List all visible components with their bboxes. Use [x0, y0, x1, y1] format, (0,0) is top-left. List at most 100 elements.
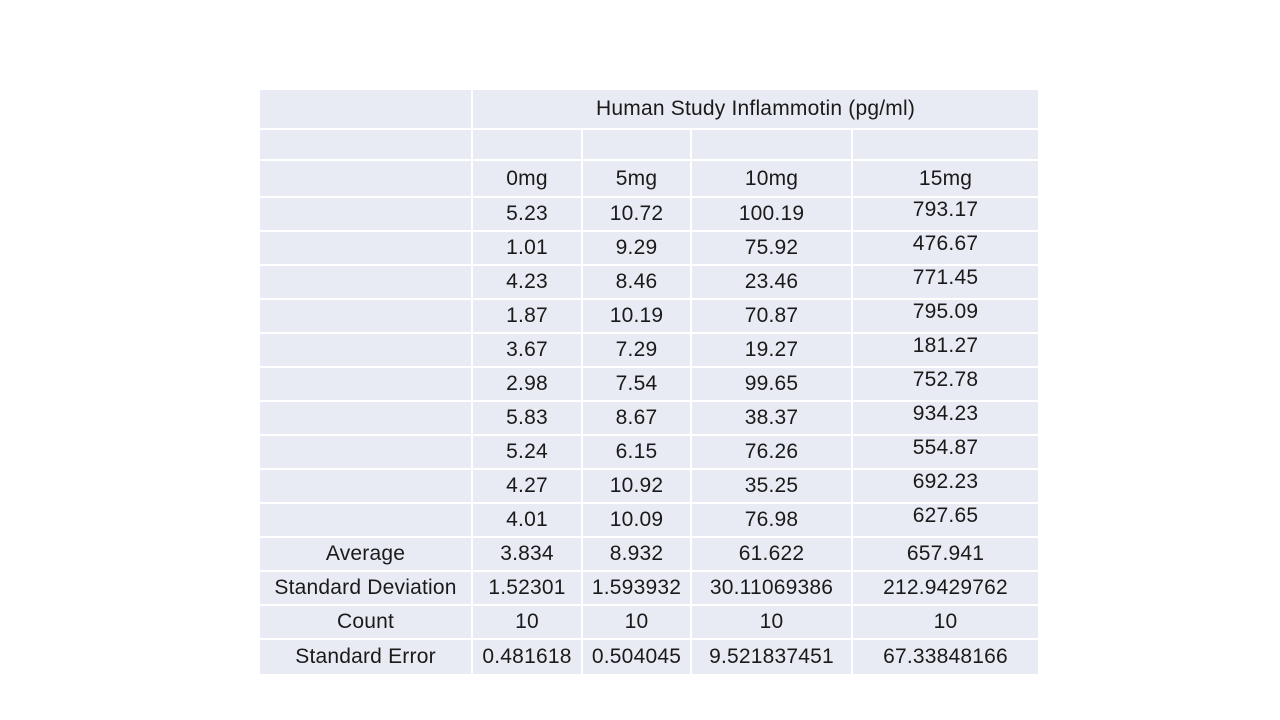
stat-value-cell: 10 — [473, 606, 583, 640]
stat-value: 1.52301 — [488, 576, 566, 599]
data-cell: 76.26 — [692, 436, 853, 470]
data-value: 75.92 — [744, 236, 799, 259]
data-cell: 5.24 — [473, 436, 583, 470]
data-value: 793.17 — [912, 198, 979, 221]
data-value: 476.67 — [912, 232, 979, 255]
data-row: 4.01 10.09 76.98 627.65 — [260, 504, 1039, 538]
data-cell: 10.19 — [583, 300, 692, 334]
stat-value-cell: 67.33848166 — [853, 640, 1039, 674]
empty-row-label-cell — [260, 436, 473, 470]
data-value: 5.83 — [506, 406, 548, 429]
data-cell: 8.46 — [583, 266, 692, 300]
data-value: 8.46 — [615, 270, 658, 293]
stat-value-cell: 10 — [583, 606, 692, 640]
data-cell: 4.23 — [473, 266, 583, 300]
data-cell: 8.67 — [583, 402, 692, 436]
stat-label: Count — [260, 606, 473, 640]
data-value: 692.23 — [912, 470, 979, 493]
column-header-15mg: 15mg — [853, 161, 1039, 198]
data-row: 3.67 7.29 19.27 181.27 — [260, 334, 1039, 368]
data-cell: 1.87 — [473, 300, 583, 334]
empty-row-label-cell — [260, 402, 473, 436]
data-cell: 5.23 — [473, 198, 583, 232]
data-value: 4.27 — [506, 474, 548, 497]
stat-label: Standard Error — [260, 640, 473, 674]
data-cell: 7.54 — [583, 368, 692, 402]
data-value: 6.15 — [615, 440, 658, 463]
stat-value: 10 — [515, 610, 539, 633]
data-value: 23.46 — [744, 270, 799, 293]
data-row: 2.98 7.54 99.65 752.78 — [260, 368, 1039, 402]
column-header-5mg: 5mg — [583, 161, 692, 198]
data-value: 9.29 — [615, 236, 658, 259]
data-cell: 5.83 — [473, 402, 583, 436]
data-value: 4.01 — [506, 508, 548, 531]
table-title-row: Human Study Inflammotin (pg/ml) — [260, 90, 1039, 130]
data-value: 8.67 — [615, 406, 658, 429]
data-cell: 4.01 — [473, 504, 583, 538]
stat-value: 1.593932 — [591, 576, 682, 599]
stat-value-cell: 1.593932 — [583, 572, 692, 606]
stat-value: 10 — [624, 610, 649, 633]
stat-value-cell: 8.932 — [583, 538, 692, 572]
stat-value-cell: 10 — [853, 606, 1039, 640]
stat-value: 67.33848166 — [883, 645, 1008, 668]
data-cell: 10.72 — [583, 198, 692, 232]
stat-row: Standard Error 0.481618 0.504045 9.52183745… — [260, 640, 1039, 674]
data-cell: 554.87 — [853, 436, 1039, 470]
data-cell: 934.23 — [853, 402, 1039, 436]
data-row: 1.87 10.19 70.87 795.09 — [260, 300, 1039, 334]
data-cell: 181.27 — [853, 334, 1039, 368]
data-cell: 38.37 — [692, 402, 853, 436]
stat-value-cell: 3.834 — [473, 538, 583, 572]
spacer-row — [260, 130, 1039, 161]
stat-value-cell: 0.504045 — [583, 640, 692, 674]
inflammotin-table: Human Study Inflammotin (pg/ml) 0mg 5mg … — [260, 90, 1039, 674]
empty-cell — [583, 130, 692, 161]
data-cell: 2.98 — [473, 368, 583, 402]
empty-row-label-cell — [260, 504, 473, 538]
data-cell: 7.29 — [583, 334, 692, 368]
stat-value: 10 — [933, 610, 958, 633]
data-cell: 100.19 — [692, 198, 853, 232]
data-cell: 19.27 — [692, 334, 853, 368]
data-value: 7.29 — [615, 338, 658, 361]
data-cell: 771.45 — [853, 266, 1039, 300]
data-value: 76.98 — [744, 508, 799, 531]
stat-value-cell: 1.52301 — [473, 572, 583, 606]
stat-row: Standard Deviation 1.52301 1.593932 30.1106… — [260, 572, 1039, 606]
data-cell: 692.23 — [853, 470, 1039, 504]
data-row: 4.23 8.46 23.46 771.45 — [260, 266, 1039, 300]
data-value: 10.09 — [609, 508, 664, 531]
data-value: 38.37 — [744, 406, 799, 429]
column-header-row: 0mg 5mg 10mg 15mg — [260, 161, 1039, 198]
data-cell: 4.27 — [473, 470, 583, 504]
data-value: 4.23 — [506, 270, 548, 293]
column-header-0mg: 0mg — [473, 161, 583, 198]
data-value: 554.87 — [912, 436, 979, 459]
data-cell: 76.98 — [692, 504, 853, 538]
stat-value: 0.481618 — [482, 645, 572, 668]
stat-label: Average — [260, 538, 473, 572]
stat-value-cell: 0.481618 — [473, 640, 583, 674]
data-value: 181.27 — [912, 334, 979, 357]
empty-cell — [692, 130, 853, 161]
stat-value: 30.11069386 — [709, 576, 834, 599]
empty-row-label-cell — [260, 368, 473, 402]
stat-value-cell: 30.11069386 — [692, 572, 853, 606]
stat-value-cell: 10 — [692, 606, 853, 640]
data-value: 99.65 — [744, 372, 799, 395]
stat-value: 0.504045 — [591, 645, 682, 668]
data-cell: 6.15 — [583, 436, 692, 470]
empty-cell — [260, 161, 473, 198]
data-cell: 793.17 — [853, 198, 1039, 232]
table-title: Human Study Inflammotin (pg/ml) — [473, 90, 1039, 130]
data-cell: 70.87 — [692, 300, 853, 334]
empty-row-label-cell — [260, 198, 473, 232]
stat-value-cell: 9.521837451 — [692, 640, 853, 674]
stat-value: 9.521837451 — [709, 645, 834, 668]
stat-value: 8.932 — [609, 542, 664, 565]
data-row: 5.23 10.72 100.19 793.17 — [260, 198, 1039, 232]
data-value: 70.87 — [744, 304, 799, 327]
